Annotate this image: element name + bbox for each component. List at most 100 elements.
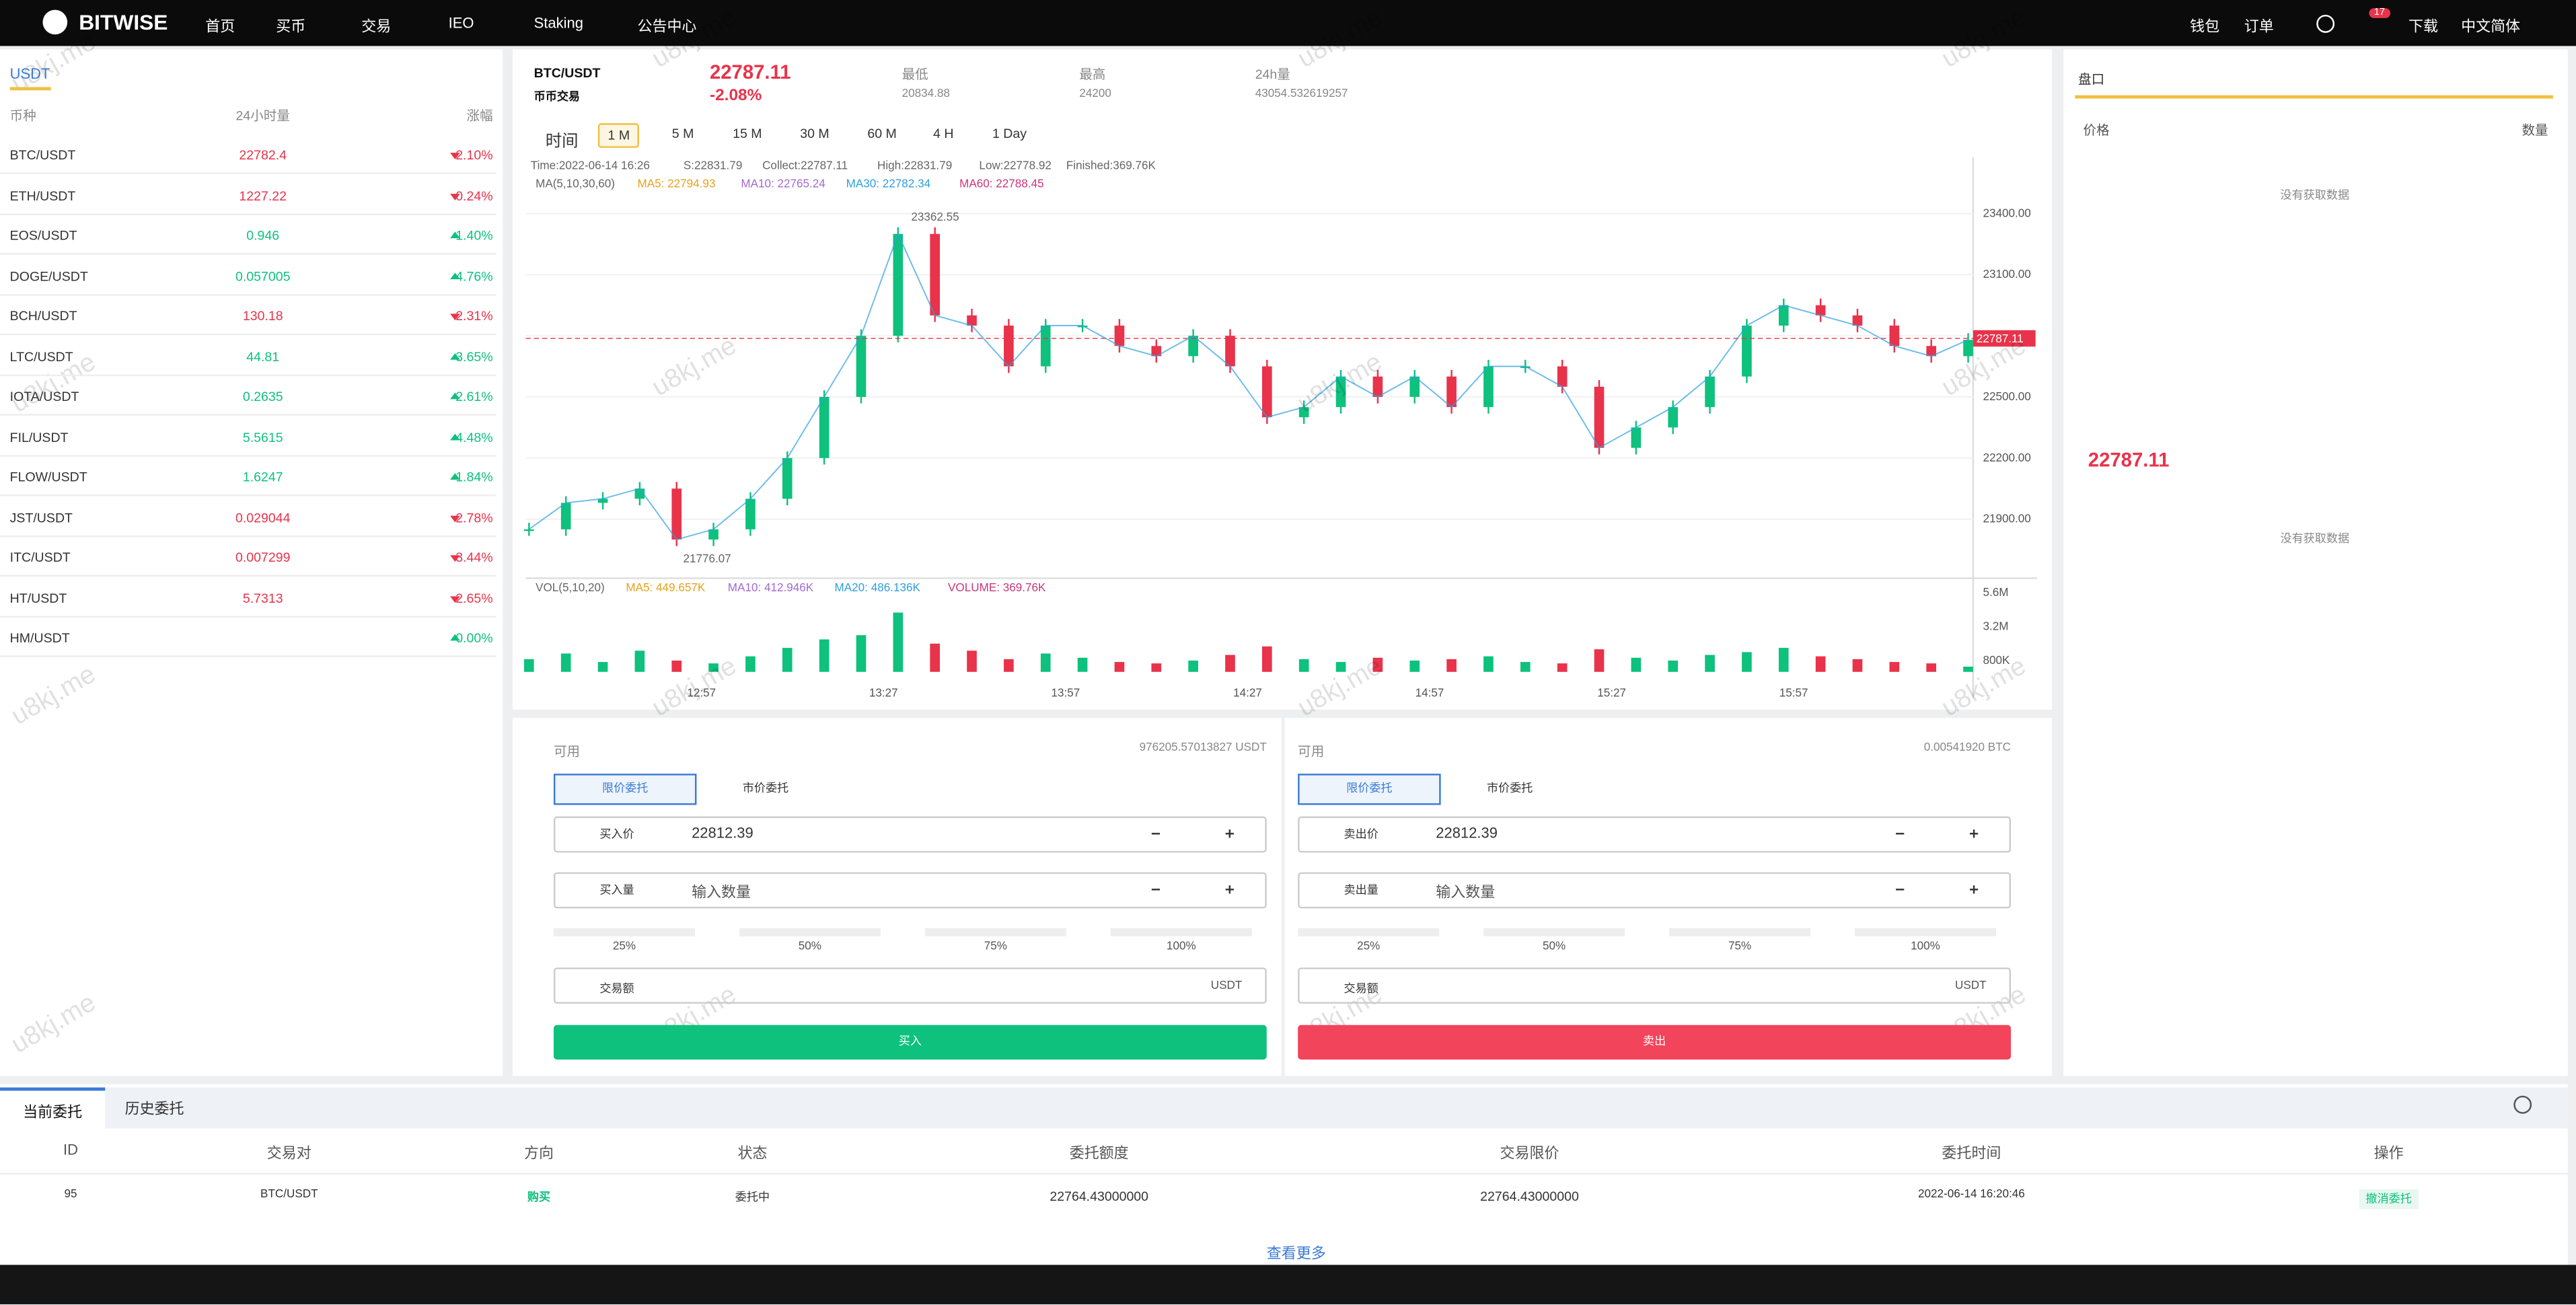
stat-value: 24200 [1079,88,1111,100]
candle-body [1372,376,1383,398]
x-tick-label: 14:57 [1415,686,1444,699]
pct-bar[interactable] [1110,928,1252,936]
minus[interactable] [1896,833,1905,835]
interval[interactable]: 4 H [933,126,954,142]
cell[interactable]: 撤消委托 [2359,1189,2419,1209]
pair[interactable]: HM/USDT [9,630,70,646]
tab[interactable]: 市价委托 [1487,783,1533,795]
row-line [0,494,496,496]
tab[interactable]: 限价委托 [553,774,697,805]
volume-bar [1077,657,1088,672]
pct-bar[interactable] [1483,928,1625,936]
input-value[interactable]: 输入数量 [1436,883,1496,901]
nav-item[interactable]: Staking [533,14,583,32]
nav-right[interactable]: 钱包 [2190,17,2220,35]
pair[interactable]: HT/USDT [9,590,67,605]
interval[interactable]: 15 M [733,126,762,142]
pair[interactable]: BTC/USDT [9,147,76,163]
interval: 时间 [545,133,579,151]
last-price-label: 22787.11 [1977,332,2024,345]
input-value[interactable]: 22812.39 [692,824,753,842]
pair[interactable]: EOS/USDT [9,228,77,244]
market-header: 24小时量 [235,108,290,124]
minus[interactable] [1151,833,1161,835]
plus[interactable] [1228,829,1231,838]
y-tick-label: 23400.00 [1983,207,2030,219]
pct-bar[interactable] [739,928,881,936]
volume-bar [597,662,608,672]
nav-right[interactable]: 下载 [2408,17,2438,35]
pair[interactable]: ITC/USDT [9,550,71,566]
change: 2.31% [455,309,493,324]
pct-bar[interactable] [1298,928,1440,936]
pct-bar[interactable] [1855,928,1997,936]
pair[interactable]: LTC/USDT [9,348,73,364]
tab[interactable]: 限价委托 [1298,774,1441,805]
arrow [450,555,460,566]
price: 0.2635 [242,389,283,404]
price: 130.18 [242,309,283,324]
change: 2.65% [455,590,493,605]
interval[interactable]: 1 Day [992,126,1027,142]
amount-unit: USDT [1954,980,1987,992]
arrow [450,629,460,641]
row-line [0,454,496,456]
interval[interactable]: 5 M [671,126,694,142]
volume-bar [1520,662,1531,672]
volume-bar [1852,659,1863,672]
input-value[interactable]: 输入数量 [692,883,751,901]
amount-label: 交易额 [599,983,634,996]
nav-item[interactable]: 买币 [276,17,306,35]
y-tick-label: 23100.00 [1983,268,2030,281]
nav-right[interactable]: 中文简体 [2461,17,2521,35]
submit-button[interactable]: 买入 [553,1024,1267,1060]
submit-button[interactable]: 卖出 [1298,1024,2012,1060]
volume-bar [1335,662,1346,672]
x-tick-label: 12:57 [687,686,716,699]
interval[interactable]: 1 M [597,123,640,148]
minus[interactable] [1151,889,1161,891]
orders-tab[interactable]: 历史委托 [124,1101,184,1117]
more[interactable]: 查看更多 [1266,1245,1326,1262]
ma-legend: MA(5,10,30,60) [536,179,615,191]
nav-item[interactable]: 首页 [205,17,235,35]
tab[interactable]: 市价委托 [742,783,789,795]
candle-body [671,488,682,540]
candle-body [1963,340,1973,357]
candle-body [1742,326,1752,377]
logo-icon [42,9,68,35]
pct-bar[interactable] [1669,928,1811,936]
interval[interactable]: 60 M [867,126,897,142]
row-line [0,615,496,617]
row-line [0,534,496,537]
pct-bar[interactable] [553,928,695,936]
pair[interactable]: DOGE/USDT [9,268,88,284]
nav-item[interactable]: 公告中心 [637,17,697,35]
input-value[interactable]: 22812.39 [1436,824,1498,842]
vol-tick-label: 5.6M [1983,586,2008,599]
info: Collect:22787.11 [762,161,848,173]
cell: 委托中 [735,1192,770,1204]
candle-body [1557,366,1568,387]
input-label: 买入价 [599,829,634,842]
arrow [450,192,460,204]
orders-tab[interactable]: 当前委托 [0,1087,106,1132]
pair[interactable]: FLOW/USDT [9,470,87,485]
pair[interactable]: IOTA/USDT [9,389,79,404]
nav-item[interactable]: IEO [448,14,474,32]
nav-right[interactable]: 订单 [2244,17,2274,35]
minus[interactable] [1896,889,1905,891]
refresh[interactable] [2513,1095,2532,1114]
interval[interactable]: 30 M [800,126,830,142]
pair[interactable]: FIL/USDT [9,429,69,445]
plus[interactable] [1228,885,1231,894]
pair[interactable]: ETH/USDT [9,188,76,203]
nav-item[interactable]: 交易 [361,17,392,35]
volume-bar [1409,660,1420,672]
pair[interactable]: JST/USDT [9,510,73,525]
pair[interactable]: BCH/USDT [9,309,77,324]
volume-bar [1557,663,1568,672]
plus[interactable] [1973,885,1975,894]
plus[interactable] [1973,829,1975,838]
pct-bar[interactable] [924,928,1066,936]
